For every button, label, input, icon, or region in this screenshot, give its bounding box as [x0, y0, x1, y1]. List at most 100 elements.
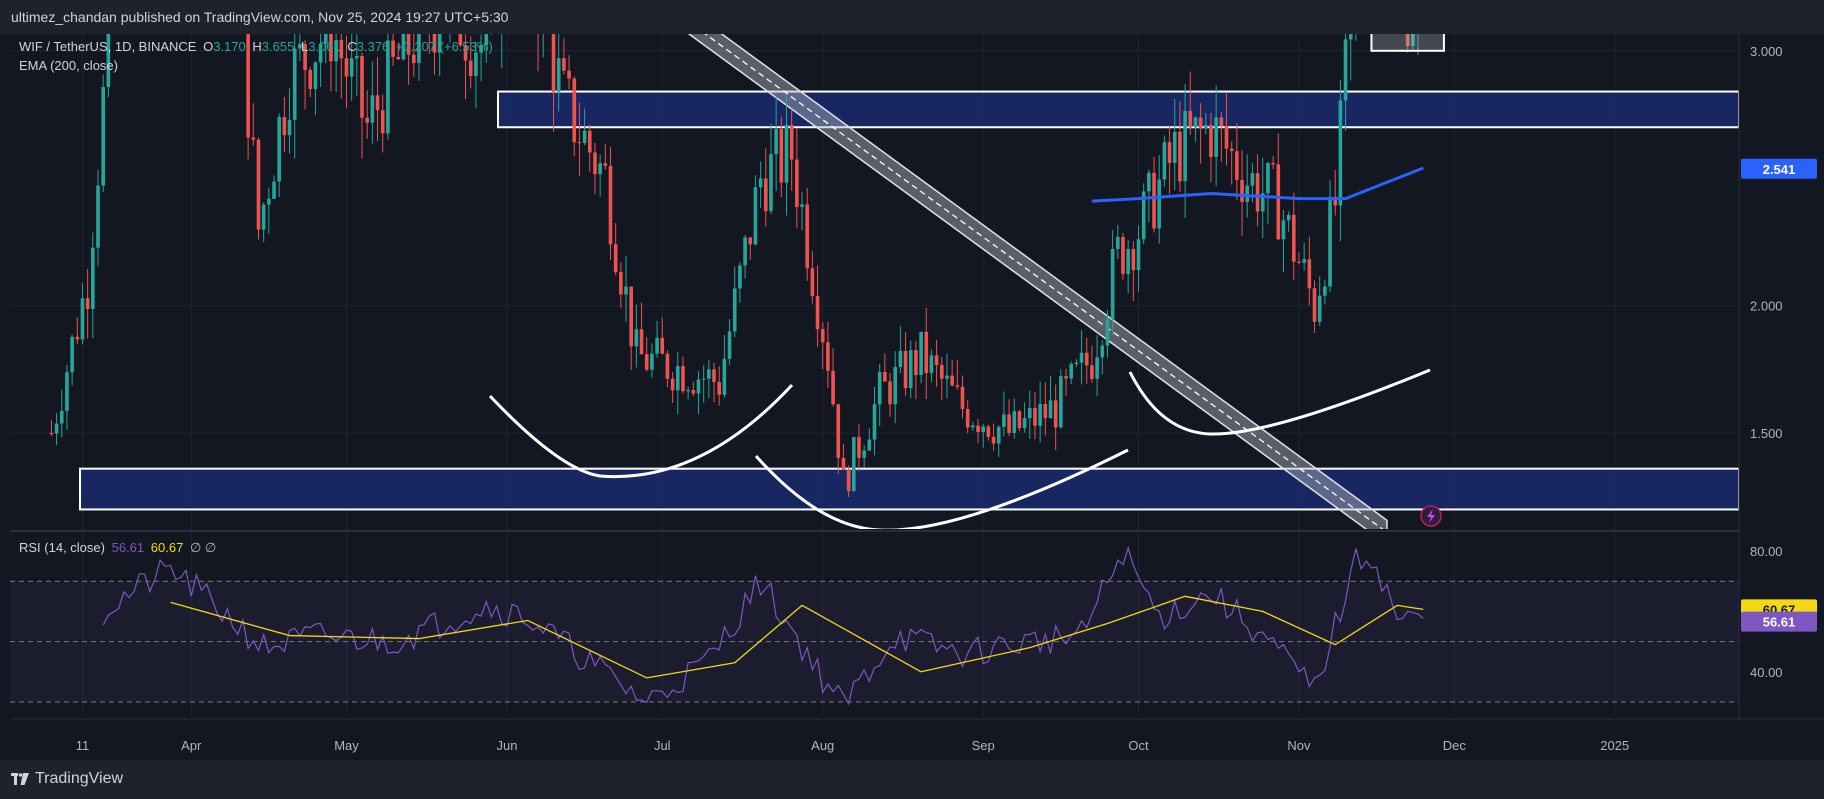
chart-grid: [10, 34, 1739, 715]
candle-body: [572, 78, 577, 143]
candle-body: [1141, 191, 1146, 240]
candle-body: [1022, 418, 1027, 429]
candle-body: [1198, 117, 1203, 128]
price-axis-label: 2.000: [1750, 299, 1783, 314]
rsi-extra: ∅ ∅: [189, 540, 217, 555]
candle-body: [1250, 173, 1255, 186]
candle-body: [65, 372, 69, 411]
candle-body: [49, 433, 54, 434]
candle-body: [1027, 408, 1032, 419]
candle-body: [903, 350, 908, 389]
price-chart[interactable]: 11AprMayJunJulAugSepOctNovDec20254.5004.…: [0, 34, 1824, 760]
candle-body: [334, 39, 338, 62]
candle-body: [665, 353, 670, 379]
candle-body: [1126, 248, 1130, 274]
candle-body: [96, 185, 100, 248]
candle-body: [1333, 196, 1338, 206]
brand[interactable]: TradingView: [11, 770, 123, 788]
candle-body: [1110, 249, 1115, 320]
time-axis-label: Jul: [654, 738, 671, 753]
candle-body: [1328, 196, 1332, 287]
candle-body: [810, 268, 815, 297]
candle-body: [701, 378, 706, 380]
axes: 11AprMayJunJulAugSepOctNovDec20254.5004.…: [10, 34, 1824, 753]
consolidation-box: [1370, 34, 1445, 52]
candle-body: [939, 364, 944, 379]
candle-body: [960, 386, 965, 410]
candle-body: [841, 457, 846, 470]
candle-body: [660, 337, 665, 354]
candle-body: [1245, 185, 1250, 202]
candle-body: [1235, 151, 1239, 180]
candle-body: [593, 152, 597, 175]
candle-body: [370, 95, 375, 123]
candle-body: [1017, 411, 1022, 429]
candle-body: [1157, 179, 1162, 229]
time-axis-label: Apr: [181, 738, 202, 753]
candle-body: [919, 331, 923, 375]
open-label: O: [203, 39, 214, 54]
ema-label: EMA (200, close): [19, 58, 118, 73]
candle-body: [1214, 117, 1218, 157]
candle-body: [815, 296, 820, 330]
symbol-title: WIF / TetherUS, 1D, BINANCE: [19, 39, 197, 54]
candle-body: [934, 355, 939, 365]
candle-body: [54, 423, 59, 434]
candle-body: [463, 45, 468, 61]
candle-body: [386, 40, 390, 134]
candle-body: [360, 55, 364, 118]
candle-body: [1007, 414, 1011, 433]
time-axis-label: 2025: [1600, 738, 1629, 753]
candle-body: [1084, 352, 1089, 366]
candle-body: [313, 62, 318, 90]
candle-body: [1188, 110, 1193, 128]
candle-body: [996, 426, 1001, 444]
rsi-pane: [10, 546, 1739, 706]
candle-body: [272, 181, 276, 199]
candle-body: [603, 163, 608, 166]
candle-body: [1178, 131, 1182, 182]
candle-body: [391, 40, 395, 57]
candle-body: [411, 54, 416, 63]
chart-frame[interactable]: 11AprMayJunJulAugSepOctNovDec20254.5004.…: [0, 34, 1824, 760]
candle-body: [1079, 352, 1084, 363]
time-axis-label: May: [334, 738, 359, 753]
time-axis-label: Dec: [1443, 738, 1467, 753]
candle-body: [789, 124, 794, 160]
candle-body: [1255, 173, 1260, 212]
candle-body: [1312, 288, 1317, 322]
candle-body: [784, 124, 789, 183]
lightning-icon-bolt: [1427, 509, 1435, 523]
candle-body: [1033, 408, 1037, 426]
candle-body: [1105, 319, 1110, 346]
candle-body: [1286, 214, 1291, 221]
rsi-legend-value: 56.61: [111, 540, 145, 555]
symbol-legend: WIF / TetherUS, 1D, BINANCE O3.170 H3.65…: [19, 39, 496, 54]
rsi-legend[interactable]: RSI (14, close) 56.61 60.67 ∅ ∅: [19, 540, 219, 556]
candle-body: [644, 354, 649, 370]
candle-body: [1043, 403, 1048, 419]
low-label: L: [300, 39, 309, 54]
change-value: +0.207 (+6.53%): [395, 39, 493, 54]
ema-badge: 2.541: [1741, 158, 1817, 179]
candle-body: [417, 34, 421, 63]
candle-body: [1343, 39, 1348, 101]
candle-body: [826, 342, 830, 371]
cup-curve-1: [488, 383, 794, 479]
candle-body: [1411, 34, 1415, 47]
candle-body: [1224, 126, 1229, 149]
candle-body: [1136, 239, 1141, 271]
time-axis-label: Aug: [811, 738, 834, 753]
close-value: 3.376: [356, 39, 390, 54]
rsi-ma-legend-value: 60.67: [150, 540, 184, 555]
candle-body: [396, 56, 401, 60]
ema-legend[interactable]: EMA (200, close): [19, 58, 121, 73]
lightning-icon: [1420, 505, 1442, 527]
rsi-badge-bg: [1741, 611, 1817, 632]
candle-body: [950, 375, 954, 386]
candle-body: [893, 366, 898, 405]
candle-body: [365, 117, 370, 123]
candle-body: [655, 337, 659, 354]
candle-body: [1162, 142, 1167, 180]
candle-body: [1281, 220, 1286, 240]
